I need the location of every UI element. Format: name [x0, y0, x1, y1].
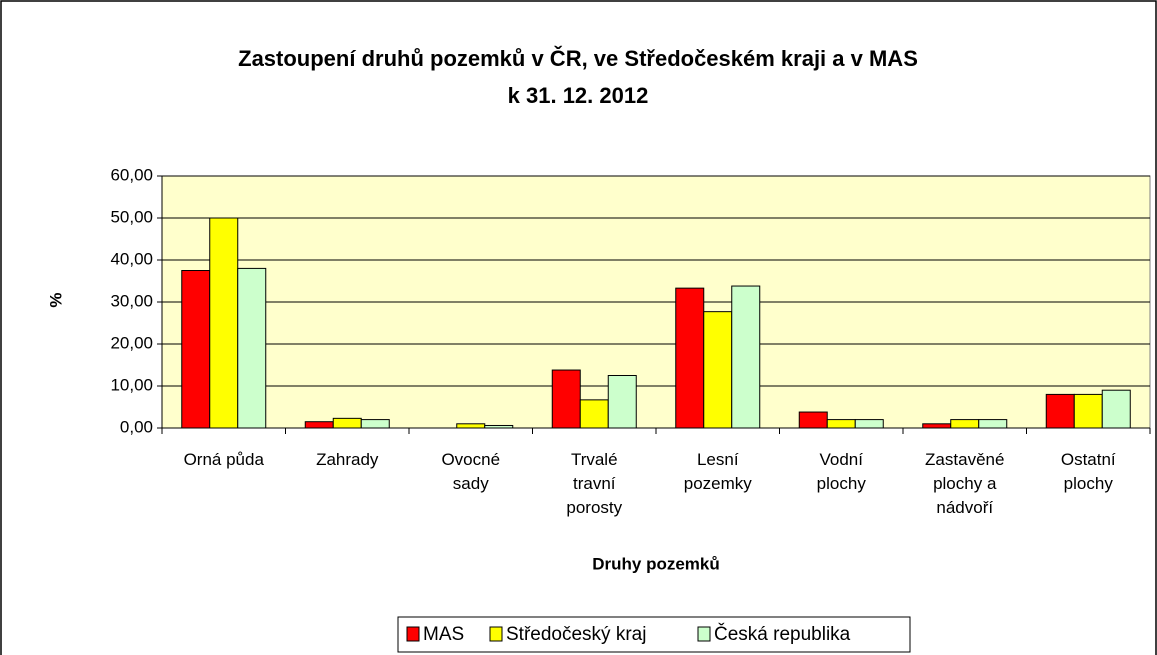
x-tick-label: Lesní pozemky: [683, 450, 752, 493]
legend-label: Česká republika: [714, 623, 851, 645]
legend-box: [397, 616, 911, 653]
legend-swatch: [406, 626, 420, 642]
x-tick-label: Zastavěné plochy a nádvoří: [925, 450, 1005, 517]
y-tick-label: 20,00: [110, 333, 153, 352]
legend-swatch: [489, 626, 503, 642]
bar: [675, 287, 705, 429]
x-tick-label: Trvalé travní porosty: [566, 450, 623, 517]
bar: [854, 419, 884, 429]
chart-title: Zastoupení druhů pozemků v ČR, ve Středo…: [238, 46, 918, 71]
bar: [181, 270, 211, 429]
x-tick-label: Vodní plochy: [816, 450, 866, 493]
bar: [237, 267, 267, 429]
bar: [579, 399, 609, 429]
y-tick-label: 50,00: [110, 207, 153, 226]
bar: [209, 217, 239, 429]
bar: [1101, 389, 1131, 429]
bar: [922, 423, 952, 429]
x-tick-label: Orná půda: [183, 450, 264, 469]
bar: [607, 375, 637, 429]
x-tick-label: Ovocné sady: [441, 450, 501, 493]
chart-title: k 31. 12. 2012: [508, 83, 649, 108]
bar: [332, 417, 362, 429]
y-tick-label: 10,00: [110, 375, 153, 394]
legend-swatch: [697, 626, 711, 642]
bar: [304, 421, 334, 429]
x-axis-label: Druhy pozemků: [592, 554, 720, 573]
y-tick-label: 60,00: [110, 165, 153, 184]
bar: [1073, 393, 1103, 429]
bar: [1045, 393, 1075, 429]
y-tick-label: 30,00: [110, 291, 153, 310]
x-tick-label: Ostatní plochy: [1060, 450, 1116, 493]
x-tick-label: Zahrady: [316, 450, 379, 469]
bar: [950, 419, 980, 429]
y-axis-label: %: [46, 292, 65, 307]
bar: [484, 424, 514, 429]
bar: [826, 419, 856, 429]
bar: [456, 423, 486, 429]
bar: [798, 411, 828, 429]
legend-label: Středočeský kraj: [506, 624, 646, 645]
legend-label: MAS: [423, 624, 464, 645]
y-tick-label: 40,00: [110, 249, 153, 268]
bar: [978, 419, 1008, 429]
bar: [551, 369, 581, 429]
y-tick-label: 0,00: [120, 417, 153, 436]
bar: [731, 285, 761, 429]
bar: [360, 419, 390, 429]
bar: [703, 311, 733, 429]
